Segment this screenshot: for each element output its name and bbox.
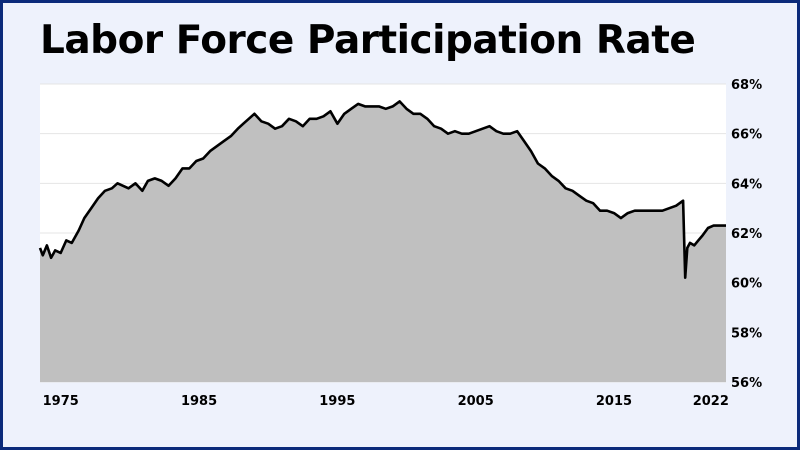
y-tick-label: 60% (731, 277, 762, 292)
y-tick-label: 68% (731, 78, 762, 93)
y-tick-label: 62% (731, 227, 762, 242)
chart-title: Labor Force Participation Rate (40, 18, 696, 63)
y-tick-label: 64% (731, 177, 762, 192)
y-tick-label: 66% (731, 128, 762, 143)
y-tick-label: 56% (731, 376, 762, 391)
x-tick-label: 2015 (596, 394, 632, 409)
x-axis: 1975 1985 1995 2005 2015 2022 (43, 394, 729, 409)
x-tick-label: 1975 (43, 394, 79, 409)
series-area (40, 101, 726, 383)
x-tick-label: 1985 (181, 394, 217, 409)
y-tick-label: 58% (731, 326, 762, 341)
y-axis: 68% 66% 64% 62% 60% 58% 56% (731, 78, 762, 391)
x-tick-label: 1995 (319, 394, 355, 409)
x-tick-label: 2005 (458, 394, 494, 409)
series-line (38, 100, 726, 279)
x-tick-label: 2022 (693, 394, 729, 409)
